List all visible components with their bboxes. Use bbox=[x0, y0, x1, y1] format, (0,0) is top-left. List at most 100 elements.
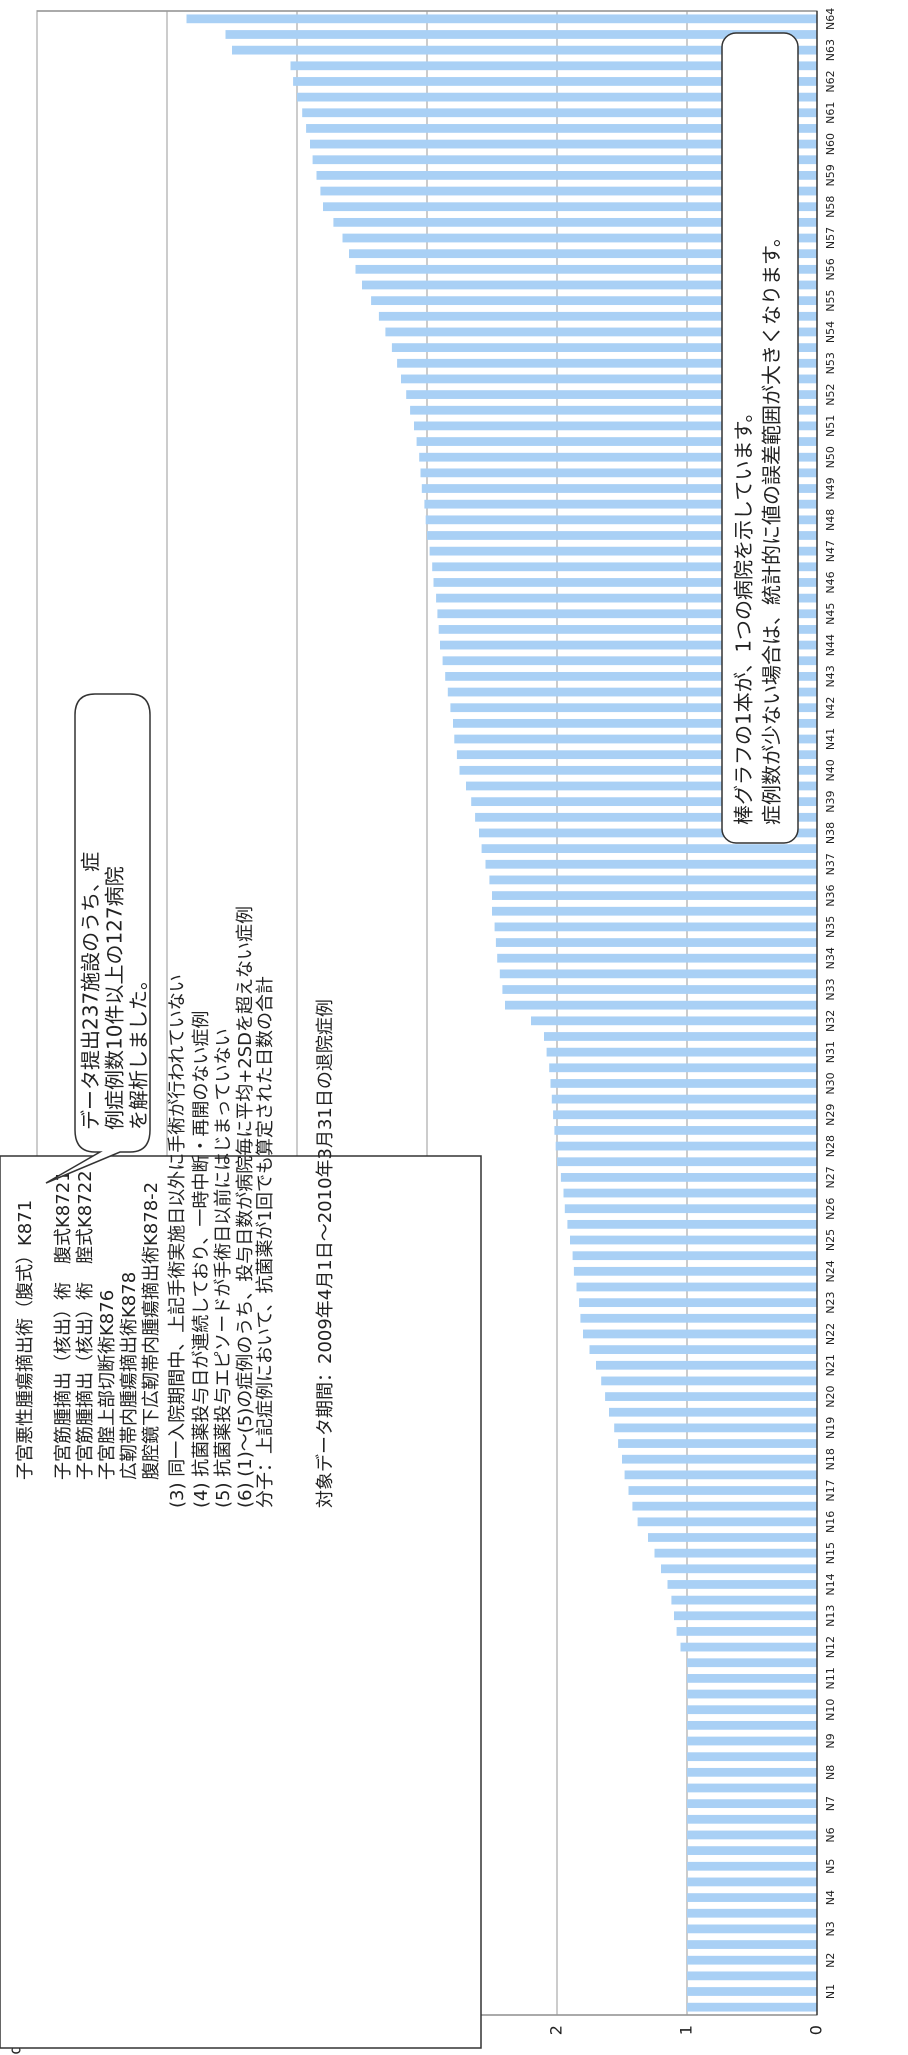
bar bbox=[618, 1439, 817, 1448]
callout-text: 症例数が少ない場合は、統計的に値の誤差範囲が大きくなります。 bbox=[760, 227, 784, 825]
note-line: (3) 同一入院期間中、上記手術実施日以外に手術が行われていない bbox=[167, 974, 188, 1508]
bar bbox=[674, 1611, 817, 1621]
bar bbox=[661, 1564, 817, 1574]
bar bbox=[553, 1110, 817, 1120]
bar bbox=[622, 1454, 817, 1464]
bar bbox=[421, 484, 817, 493]
bar bbox=[424, 499, 817, 509]
bar bbox=[632, 1501, 818, 1511]
bar bbox=[546, 1047, 817, 1057]
bar bbox=[671, 1595, 818, 1605]
bar bbox=[570, 1235, 817, 1245]
y-tick-label: 1 bbox=[677, 2025, 696, 2035]
x-tick-label: N27 bbox=[824, 1166, 837, 1188]
bar bbox=[560, 1173, 818, 1182]
x-tick-label: N29 bbox=[824, 1104, 837, 1126]
x-tick-label: N56 bbox=[824, 258, 837, 280]
bar bbox=[420, 468, 817, 478]
x-tick-label: N36 bbox=[824, 884, 837, 906]
bar bbox=[628, 1486, 817, 1495]
x-tick-label: N9 bbox=[824, 1733, 837, 1748]
bar bbox=[687, 1877, 817, 1887]
bar bbox=[432, 562, 817, 572]
bar bbox=[481, 844, 817, 853]
bar bbox=[687, 1752, 817, 1762]
bar bbox=[551, 1094, 817, 1104]
bar bbox=[637, 1517, 817, 1527]
x-tick-label: N49 bbox=[824, 477, 837, 499]
x-tick-label: N23 bbox=[824, 1292, 837, 1314]
bar bbox=[312, 155, 817, 165]
bar bbox=[654, 1548, 817, 1558]
bar bbox=[485, 859, 817, 869]
bar bbox=[601, 1376, 818, 1386]
x-tick-label: N26 bbox=[824, 1198, 837, 1220]
x-tick-label: N6 bbox=[824, 1827, 837, 1842]
x-tick-label: N39 bbox=[824, 791, 837, 813]
bar bbox=[306, 124, 817, 133]
note-line: 広靭帯内腫瘍摘出術K878 bbox=[119, 1272, 140, 1480]
note-line: 分子：上記症例において、抗菌薬が1回でも算定された日数の合計 bbox=[255, 976, 276, 1508]
x-tick-label: N10 bbox=[824, 1699, 837, 1721]
bar bbox=[302, 108, 817, 118]
bar bbox=[687, 1908, 817, 1918]
bar bbox=[580, 1313, 818, 1323]
x-tick-label: N1 bbox=[824, 1984, 837, 1999]
x-tick-label: N37 bbox=[824, 853, 837, 875]
bar bbox=[676, 1627, 817, 1636]
bar bbox=[554, 1126, 818, 1135]
bar bbox=[609, 1407, 817, 1417]
x-tick-label: N2 bbox=[824, 1953, 837, 1968]
x-tick-label: N45 bbox=[824, 603, 837, 625]
bar bbox=[320, 186, 817, 196]
callout-box bbox=[721, 32, 799, 844]
bar bbox=[416, 437, 817, 446]
bar bbox=[316, 171, 817, 180]
bar bbox=[557, 1157, 817, 1167]
x-tick-label: N63 bbox=[824, 39, 837, 61]
bar bbox=[232, 45, 817, 55]
bar bbox=[605, 1392, 817, 1401]
bar bbox=[555, 1141, 817, 1151]
x-tick-label: N25 bbox=[824, 1229, 837, 1251]
callout-text: 例症例数10件以上の127病院 bbox=[103, 866, 127, 1130]
bar bbox=[497, 953, 817, 963]
x-tick-label: N40 bbox=[824, 759, 837, 781]
bar bbox=[687, 1955, 817, 1965]
callout-text: を解析しました。 bbox=[127, 970, 151, 1130]
bar bbox=[492, 891, 817, 900]
x-tick-label: N59 bbox=[824, 164, 837, 186]
bar bbox=[589, 1345, 817, 1354]
x-tick-label: N19 bbox=[824, 1417, 837, 1439]
bar bbox=[564, 1204, 817, 1214]
note-line: 腹腔鏡下広靭帯内腫瘍摘出術K878-2 bbox=[141, 1182, 162, 1480]
bar bbox=[419, 452, 817, 462]
bar bbox=[687, 1893, 817, 1902]
bar bbox=[391, 343, 817, 352]
note-line: 子宮筋腫摘出（核出）術 腟式K8722 bbox=[75, 1170, 96, 1480]
x-tick-label: N60 bbox=[824, 133, 837, 155]
bar bbox=[531, 1016, 817, 1026]
bar bbox=[576, 1282, 817, 1292]
x-tick-label: N32 bbox=[824, 1010, 837, 1032]
bar bbox=[427, 531, 817, 540]
x-tick-label: N17 bbox=[824, 1479, 837, 1501]
bar bbox=[349, 249, 817, 259]
bar bbox=[385, 327, 817, 337]
bar bbox=[687, 1971, 817, 1981]
bar bbox=[687, 1689, 817, 1699]
bar bbox=[499, 969, 817, 979]
x-tick-label: N64 bbox=[824, 8, 837, 30]
bar bbox=[596, 1360, 817, 1370]
bar bbox=[687, 1924, 817, 1934]
bar bbox=[687, 1674, 817, 1683]
bar bbox=[687, 1783, 817, 1793]
bar bbox=[687, 1705, 817, 1715]
x-tick-label: N20 bbox=[824, 1385, 837, 1407]
bar bbox=[579, 1298, 817, 1308]
callout-text: データ提出237施設のうち、症 bbox=[79, 852, 103, 1130]
bar bbox=[687, 1799, 817, 1809]
bar bbox=[378, 311, 817, 321]
x-tick-label: N11 bbox=[824, 1667, 837, 1689]
x-tick-label: N47 bbox=[824, 540, 837, 562]
